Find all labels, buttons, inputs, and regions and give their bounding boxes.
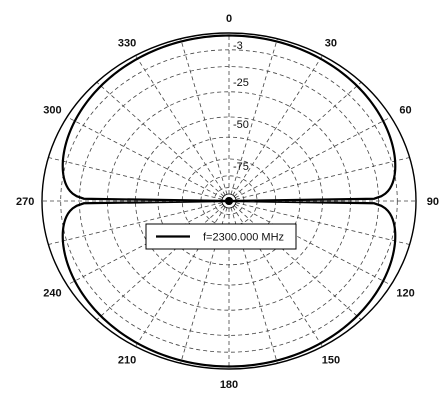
outer-boundary xyxy=(41,32,417,370)
grid-spoke xyxy=(228,55,323,202)
angle-label: 120 xyxy=(396,288,414,300)
angle-label: 150 xyxy=(322,355,340,367)
angle-label: 300 xyxy=(43,104,61,116)
angle-label: 30 xyxy=(325,37,337,49)
angle-label: 270 xyxy=(16,196,34,208)
grid-spoke xyxy=(228,200,362,321)
grid-spoke xyxy=(228,200,323,347)
grid-ring xyxy=(107,91,351,311)
grid-spoke xyxy=(228,81,362,202)
legend-entry-0: f=2300.000 MHz xyxy=(203,232,284,244)
grid-ring xyxy=(135,116,323,286)
grid-spoke xyxy=(96,200,230,321)
grid-ring xyxy=(157,136,301,266)
angle-label: 210 xyxy=(118,355,136,367)
grid-spoke xyxy=(96,81,230,202)
angle-label: 60 xyxy=(399,104,411,116)
radial-level-label: -25 xyxy=(233,77,249,89)
angle-label: 180 xyxy=(220,379,238,391)
radial-level-label: -50 xyxy=(233,119,249,131)
radial-level-label: -3 xyxy=(233,40,243,52)
angle-label: 90 xyxy=(427,196,439,208)
grid-spoke xyxy=(48,200,230,245)
angle-label: 330 xyxy=(118,37,136,49)
angle-label: 240 xyxy=(43,288,61,300)
radial-level-label: -75 xyxy=(233,161,249,173)
grid-spoke xyxy=(135,55,230,202)
label-layer: 0 30 60 90 120 150 180 210 240 270 300 330 -3 -25 -50 -… xyxy=(16,13,439,391)
grid-ring xyxy=(78,66,380,336)
grid-ring xyxy=(60,49,398,353)
pattern-trace-layer xyxy=(61,34,397,368)
pattern-trace xyxy=(61,34,397,368)
angle-label: 0 xyxy=(226,13,232,25)
legend: f=2300.000 MHz xyxy=(145,223,297,250)
grid-spoke xyxy=(48,157,230,202)
